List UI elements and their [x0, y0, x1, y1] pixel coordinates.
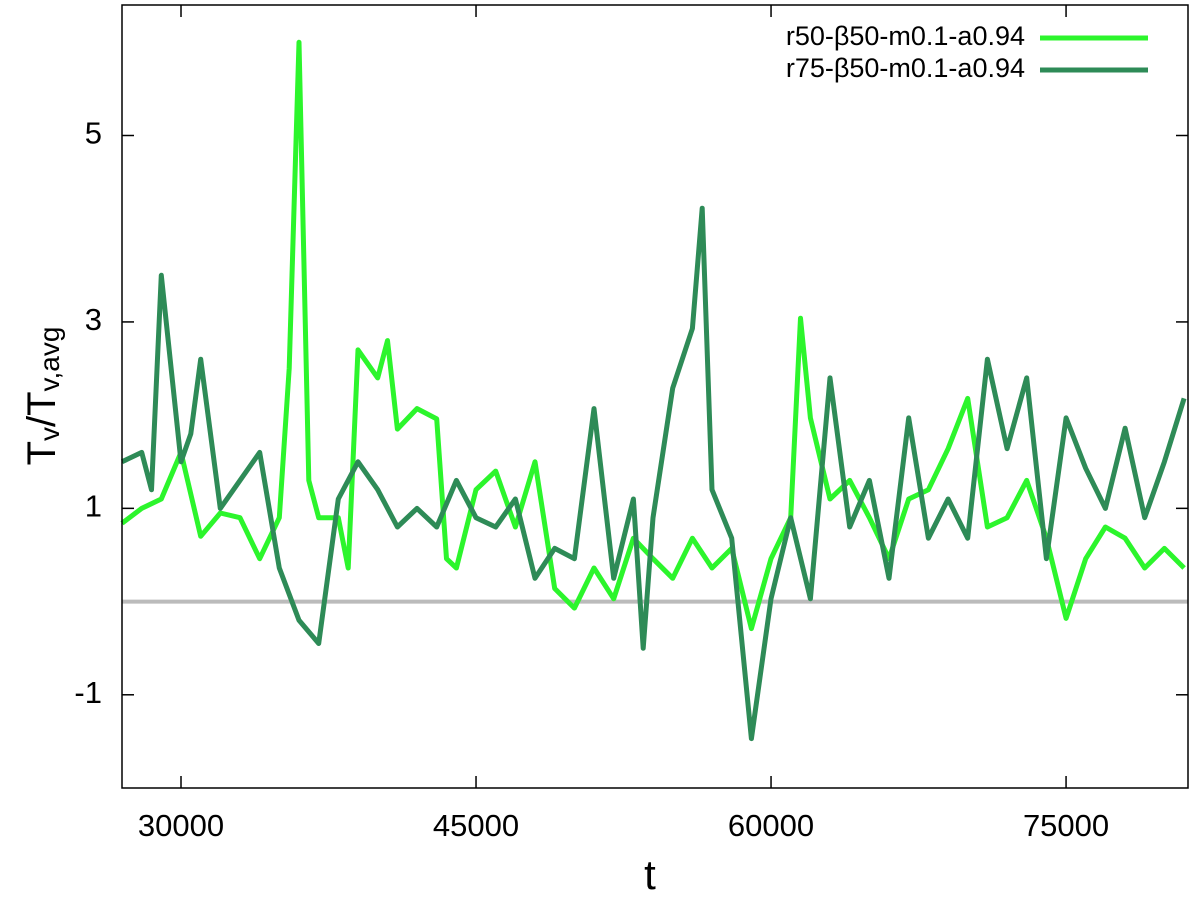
y-axis-label: Tv/Tv,avg: [20, 327, 66, 466]
y-tick-label: -1: [74, 675, 102, 710]
x-tick-label: 30000: [138, 808, 224, 843]
x-axis-label: t: [644, 851, 656, 898]
y-tick-label: 1: [85, 489, 102, 524]
series-line: [120, 205, 1187, 742]
y-tick-label: 3: [85, 302, 102, 337]
legend-label: r75-β50-m0.1-a0.94: [786, 53, 1025, 83]
plot-frame: [121, 4, 1189, 789]
series-line: [120, 39, 1186, 632]
x-tick-label: 45000: [433, 808, 519, 843]
y-label-part: v,avg: [34, 327, 65, 392]
y-label-part: T: [20, 441, 64, 465]
y-tick-label: 5: [85, 116, 102, 151]
x-tick-label: 75000: [1023, 808, 1109, 843]
x-tick-label: 60000: [728, 808, 814, 843]
legend-label: r50-β50-m0.1-a0.94: [786, 21, 1025, 51]
y-label-part: v: [34, 427, 65, 441]
y-label-part: /T: [20, 391, 64, 427]
